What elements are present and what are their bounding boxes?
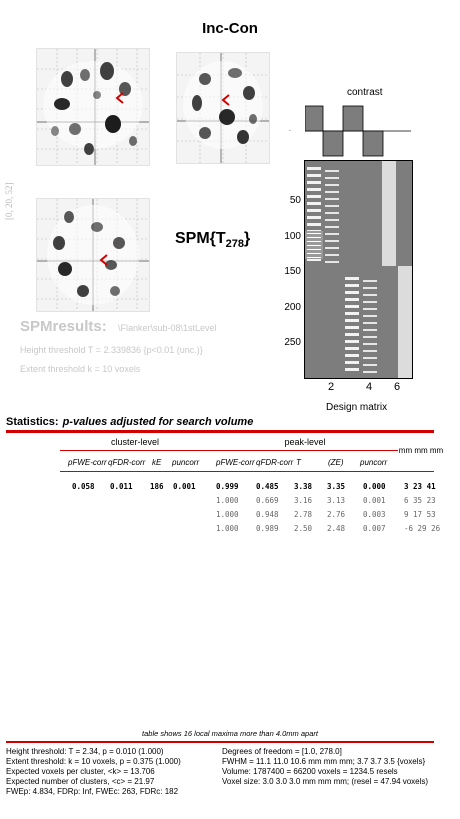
table-cell: 3.16 xyxy=(294,496,313,505)
col-header: qFDR-corr xyxy=(108,458,146,467)
table-cell: 2.50 xyxy=(294,524,313,533)
table-cell: 6 35 23 xyxy=(404,496,436,505)
contrast-title: Inc-Con xyxy=(202,20,258,37)
cursor-coordinates: [0, 20, 52] xyxy=(4,182,14,221)
table-cell: 0.007 xyxy=(363,524,386,533)
cluster-level-header: cluster-level xyxy=(110,437,159,447)
divider xyxy=(6,741,434,743)
glass-brain-sagittal-plot xyxy=(37,49,149,165)
divider xyxy=(6,430,434,433)
design-matrix-plot xyxy=(305,161,412,378)
spm-df: 278 xyxy=(225,238,245,251)
divider xyxy=(60,450,210,451)
footer-right: Degrees of freedom = [1.0, 278.0] FWHM =… xyxy=(222,747,428,787)
table-cell: 3.13 xyxy=(327,496,346,505)
contrast-plot xyxy=(304,105,411,157)
table-cell: 0.485 xyxy=(256,482,279,491)
table-cell: 186 xyxy=(150,482,164,491)
footer-left: Height threshold: T = 2.34, p = 0.010 (1… xyxy=(6,747,181,797)
table-cell: 0.999 xyxy=(216,482,239,491)
glass-brain-axial[interactable] xyxy=(36,198,150,312)
table-cell: 0.001 xyxy=(173,482,196,491)
contrast-label: contrast xyxy=(347,87,383,98)
table-cell: 1.000 xyxy=(216,496,239,505)
footer-line: Expected voxels per cluster, <k> = 13.70… xyxy=(6,767,155,776)
results-path: \Flanker\sub-08\1stLevel xyxy=(118,323,217,333)
footer-line: Extent threshold: k = 10 voxels, p = 0.3… xyxy=(6,757,181,766)
design-matrix[interactable] xyxy=(304,160,413,379)
footer-line: FWHM = 11.1 11.0 10.6 mm mm mm; 3.7 3.7 … xyxy=(222,757,426,766)
footer-line: Volume: 1787400 = 66200 voxels = 1234.5 … xyxy=(222,767,398,776)
statistics-title: Statistics: p-values adjusted for search … xyxy=(6,416,253,428)
glass-brain-coronal-plot xyxy=(177,53,269,163)
glass-brain-sagittal[interactable] xyxy=(36,48,150,166)
table-cell: 2.76 xyxy=(327,510,346,519)
dm-ytick: 250 xyxy=(284,337,301,348)
table-cell: 0.058 xyxy=(72,482,95,491)
table-cell: 3 23 41 xyxy=(404,482,436,491)
footer-line: FWEp: 4.834, FDRp: Inf, FWEc: 263, FDRc:… xyxy=(6,787,179,796)
contrast-axis-tick: . xyxy=(289,126,291,133)
dm-ytick: 100 xyxy=(284,231,301,242)
dm-ytick: 50 xyxy=(289,195,301,206)
results-title: SPMresults: xyxy=(20,318,107,335)
table-cell: 3.35 xyxy=(327,482,346,491)
dm-xtick: 2 xyxy=(328,381,335,393)
footer-line: Degrees of freedom = [1.0, 278.0] xyxy=(222,747,342,756)
design-matrix-label: Design matrix xyxy=(326,402,388,413)
table-cell: 9 17 53 xyxy=(404,510,436,519)
table-cell: 2.48 xyxy=(327,524,346,533)
statistics-subtitle: p-values adjusted for search volume xyxy=(62,416,254,428)
peak-level-header: peak-level xyxy=(284,437,326,447)
col-header: kE xyxy=(152,458,162,467)
table-cell: 0.003 xyxy=(363,510,386,519)
mm-header: mm mm mm xyxy=(398,446,444,455)
spm-statistic-label: SPM{T278} xyxy=(175,230,250,250)
table-cell: 3.38 xyxy=(294,482,313,491)
col-header: puncorr xyxy=(360,458,388,467)
glass-brain-coronal[interactable] xyxy=(176,52,270,164)
spm-prefix: SPM{T xyxy=(175,230,226,247)
table-cell: 2.78 xyxy=(294,510,313,519)
footer-line: Height threshold: T = 2.34, p = 0.010 (1… xyxy=(6,747,164,756)
col-header: pFWE-corr xyxy=(68,458,107,467)
dm-ytick: 150 xyxy=(284,266,301,277)
table-cell: 0.011 xyxy=(110,482,133,491)
contrast-vector[interactable] xyxy=(304,104,411,158)
table-cell: 0.989 xyxy=(256,524,279,533)
glass-brain-axial-plot xyxy=(37,199,149,311)
maxima-note: table shows 16 local maxima more than 4.… xyxy=(142,729,318,738)
col-header: pFWE-corr xyxy=(216,458,255,467)
table-cell: 0.948 xyxy=(256,510,279,519)
table-cell: 0.001 xyxy=(363,496,386,505)
col-header: T xyxy=(296,458,301,467)
cursor-marker-icon xyxy=(99,254,108,266)
footer-line: Voxel size: 3.0 3.0 3.0 mm mm mm; (resel… xyxy=(222,777,429,786)
dm-xtick: 4 xyxy=(366,381,373,393)
dm-xtick: 6 xyxy=(394,381,401,393)
extent-threshold-text: Extent threshold k = 10 voxels xyxy=(20,364,141,374)
col-header: puncorr xyxy=(172,458,200,467)
divider xyxy=(208,450,398,451)
table-cell: 0.000 xyxy=(363,482,386,491)
spm-suffix: } xyxy=(244,230,251,247)
table-cell: -6 29 26 xyxy=(404,524,441,533)
divider xyxy=(60,471,434,472)
table-cell: 1.000 xyxy=(216,524,239,533)
height-threshold-text: Height threshold T = 2.339836 {p<0.01 (u… xyxy=(20,345,203,355)
col-header: (ZE) xyxy=(328,458,344,467)
col-header: qFDR-corr xyxy=(256,458,294,467)
dm-ytick: 200 xyxy=(284,302,301,313)
statistics-heading: Statistics: xyxy=(6,416,59,428)
footer-line: Expected number of clusters, <c> = 21.97 xyxy=(6,777,155,786)
table-cell: 1.000 xyxy=(216,510,239,519)
cursor-marker-icon xyxy=(221,94,230,106)
cursor-marker-icon xyxy=(115,92,124,104)
table-cell: 0.669 xyxy=(256,496,279,505)
